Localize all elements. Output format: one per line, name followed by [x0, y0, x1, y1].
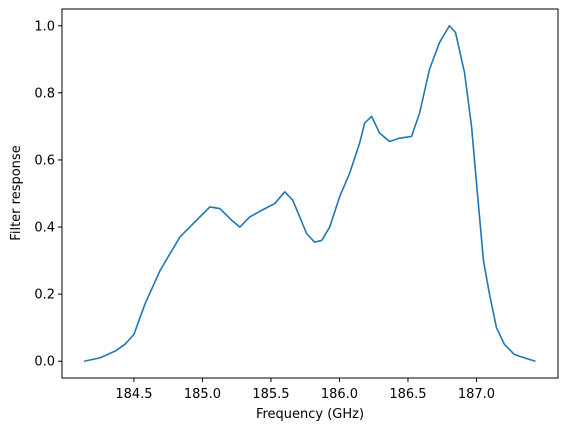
x-tick-label: 186.0 — [321, 387, 358, 402]
y-tick-label: 0.8 — [34, 86, 55, 101]
y-axis-label: Filter response — [9, 145, 24, 240]
data-line — [83, 24, 536, 363]
x-tick-label: 187.0 — [458, 387, 495, 402]
y-tick-label: 1.0 — [34, 19, 55, 34]
y-tick-label: 0.2 — [34, 288, 55, 303]
x-tick-label: 186.5 — [389, 387, 426, 402]
y-tick-label: 0.6 — [34, 153, 55, 168]
x-tick-label: 185.0 — [184, 387, 221, 402]
x-axis-label: Frequency (GHz) — [256, 407, 364, 422]
x-tick-label: 185.5 — [252, 387, 289, 402]
y-tick-label: 0.4 — [34, 221, 55, 236]
y-tick-label: 0.0 — [34, 355, 55, 370]
x-tick-label: 184.5 — [115, 387, 152, 402]
axes-frame — [61, 8, 559, 379]
